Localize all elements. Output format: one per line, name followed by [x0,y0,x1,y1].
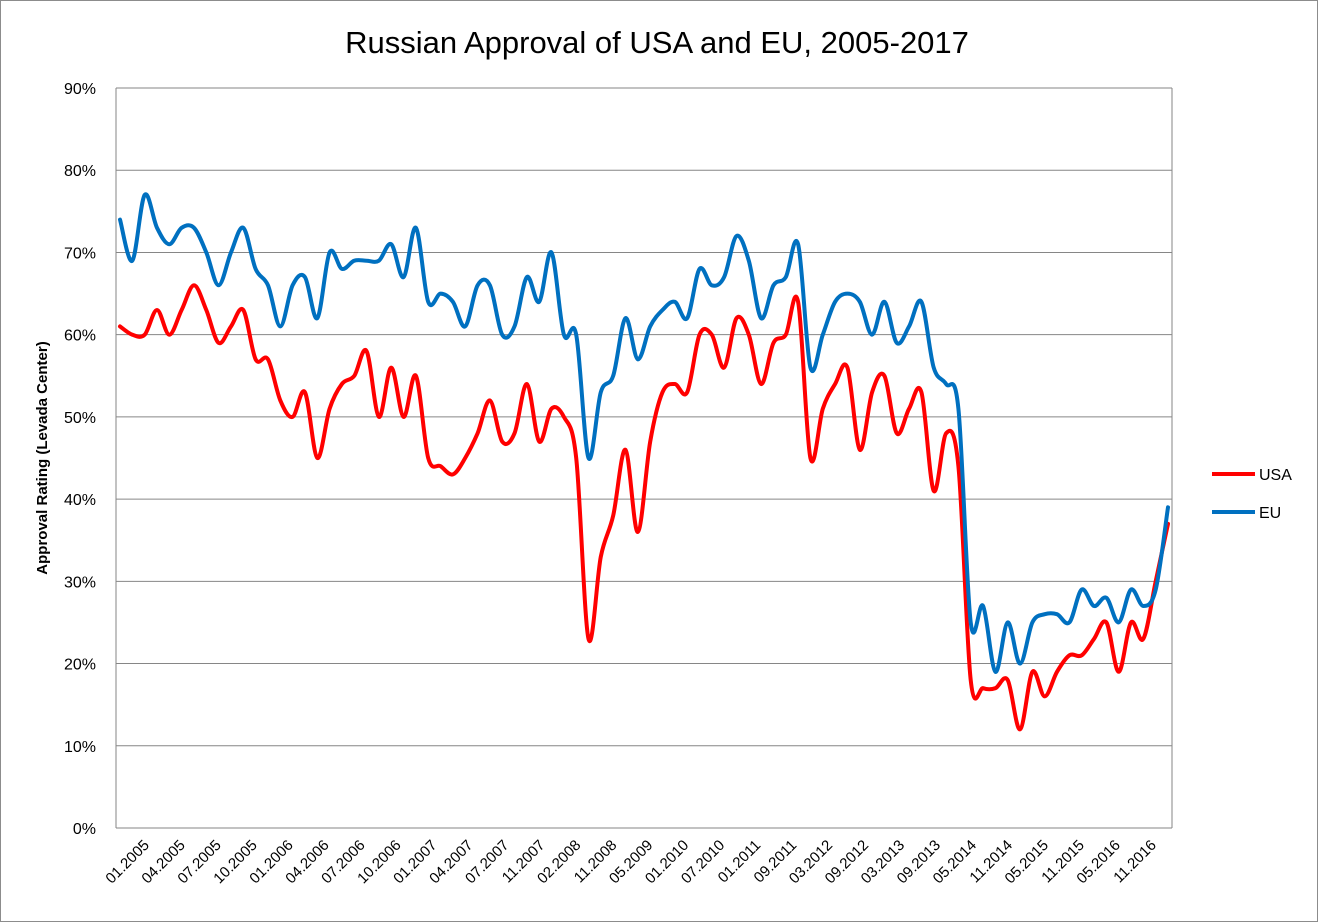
y-tick-label: 40% [64,492,96,509]
y-tick-label: 80% [64,163,96,180]
y-axis-label: Approval Rating (Levada Center) [34,341,51,574]
series-line-usa [118,283,1170,732]
legend-label-usa: USA [1259,467,1292,484]
series-lines [118,192,1170,732]
y-tick-label: 60% [64,328,96,345]
y-tick-label: 0% [73,821,96,838]
y-tick-label: 20% [64,657,96,674]
y-tick-label: 10% [64,739,96,756]
legend-label-eu: EU [1259,505,1281,522]
legend: USA EU [1212,467,1292,522]
x-axis-ticks: 01.200504.200507.200510.200501.200604.20… [102,837,1159,887]
y-tick-label: 50% [64,410,96,427]
y-tick-label: 90% [64,81,96,98]
series-line-eu [118,192,1170,674]
gridlines [115,87,1173,829]
y-tick-label: 30% [64,574,96,591]
chart-title: Russian Approval of USA and EU, 2005-201… [345,25,969,60]
y-tick-label: 70% [64,245,96,262]
y-axis-ticks: 0% 10% 20% 30% 40% 50% 60% 70% 80% 90% [64,81,96,838]
